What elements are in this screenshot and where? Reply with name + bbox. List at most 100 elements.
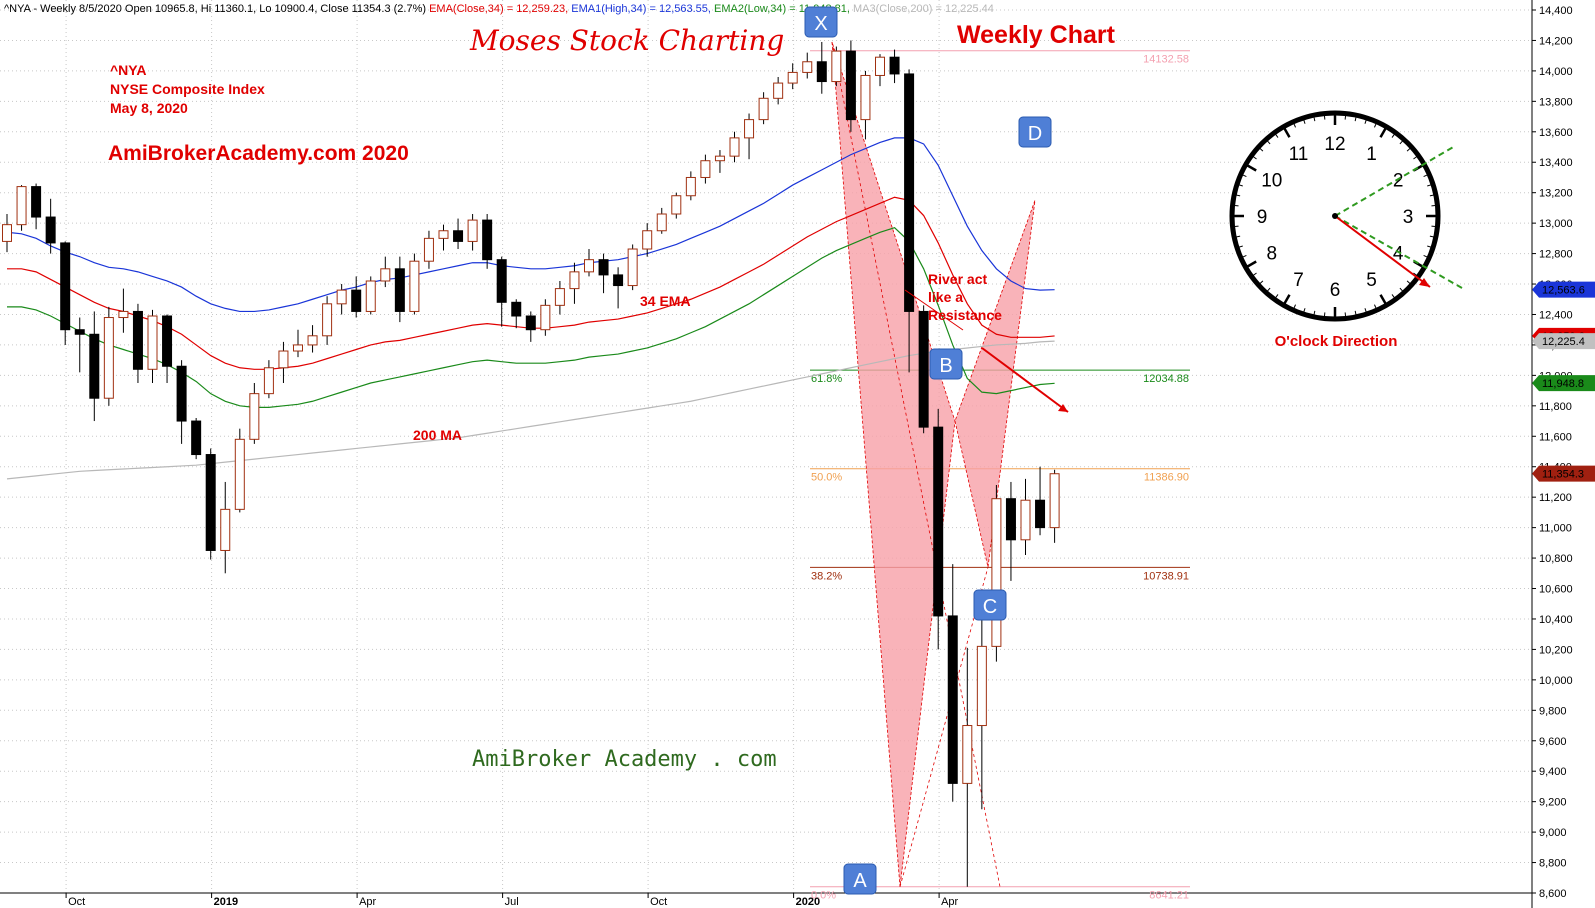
fib-percent-label: 61.8% [811, 373, 842, 385]
candle-body [176, 365, 187, 422]
x-tick-label: Oct [650, 896, 667, 908]
y-tick-label: 10,400 [1539, 614, 1573, 626]
svg-text:A: A [853, 870, 867, 892]
candle-body [962, 725, 973, 784]
candle-body [60, 242, 71, 331]
candle-body [904, 73, 915, 312]
candle-body [31, 186, 42, 218]
fib-percent-label: 50.0% [811, 472, 842, 484]
candle-body [453, 230, 464, 242]
clock-tick [1423, 254, 1428, 258]
y-tick-label: 10,600 [1539, 584, 1573, 596]
clock-tick [1373, 304, 1377, 309]
series-line [6, 137, 1055, 313]
pattern-triangle-xab [831, 41, 956, 887]
candle-body [438, 230, 449, 239]
clock-direction-line-down [1334, 215, 1463, 289]
clock-tick [1283, 294, 1291, 305]
clock-tick [1373, 123, 1377, 128]
y-tick-label: 11,200 [1539, 492, 1572, 504]
pattern-triangle-bcd [954, 200, 1036, 568]
candle-body [147, 315, 158, 370]
candle-body [889, 56, 900, 75]
y-tick-label: 11,600 [1539, 431, 1572, 443]
price-tag [1532, 375, 1595, 392]
clock-tick [1275, 133, 1279, 138]
clock-number: 8 [1266, 244, 1277, 265]
candle-body [89, 333, 100, 399]
svg-text:X: X [814, 13, 827, 35]
clock-number: 5 [1366, 270, 1377, 291]
fibonacci-levels: 14132.58 61.8% 12034.88 50.0% 11386.90 38.2% 1… [810, 50, 1190, 902]
clock-tick [1267, 140, 1271, 145]
clock-tick [1379, 127, 1387, 138]
point-d: D [1018, 116, 1052, 148]
price-tag-label: 11,354.3 [1542, 469, 1584, 481]
grid-lines [0, 0, 1532, 894]
clock-number: 1 [1366, 144, 1377, 165]
ticker-label: ^NYA [110, 62, 146, 78]
clock-tick [1275, 294, 1279, 299]
candle-body [45, 216, 56, 244]
y-tick-label: 14,400 [1539, 5, 1573, 17]
candle-body [380, 268, 391, 282]
candle-body [816, 61, 827, 83]
clock-tick [1252, 156, 1257, 160]
candle-body [118, 310, 129, 319]
clock-tick [1399, 287, 1403, 292]
x-tick-label: Oct [68, 896, 85, 908]
clock-tick [1313, 310, 1316, 315]
y-tick-label: 12,800 [1539, 249, 1573, 261]
river-label-line2: like a [928, 289, 963, 305]
clock-tick [1259, 280, 1264, 284]
candle-body [234, 438, 245, 510]
candle-body [525, 315, 536, 331]
candle-body [205, 454, 216, 551]
y-tick-label: 13,400 [1539, 157, 1573, 169]
point-a: A [843, 863, 877, 895]
candle-body [1035, 499, 1046, 529]
clock-number: 10 [1261, 171, 1282, 192]
watermark: AmiBroker Academy . com [472, 747, 777, 772]
price-tag-label: 12,225.4 [1542, 336, 1585, 348]
candle-body [613, 274, 624, 287]
candle-body [220, 508, 231, 551]
x-tick-label: Apr [359, 896, 376, 908]
candle-body [714, 155, 725, 162]
candle-body [744, 119, 755, 139]
candle-body [409, 260, 420, 312]
candle-body [2, 224, 12, 242]
y-tick-label: 9,000 [1539, 827, 1567, 839]
clock-number: 4 [1393, 244, 1404, 265]
ma200-label: 200 MA [413, 427, 462, 443]
y-tick-label: 9,600 [1539, 736, 1567, 748]
clock-tick [1236, 194, 1241, 197]
candle-body [627, 248, 638, 287]
candle-body [758, 97, 769, 121]
main-title: Weekly Chart [957, 21, 1116, 49]
clock-tick [1283, 127, 1291, 138]
candle-body [875, 56, 885, 76]
clock-number: 11 [1289, 144, 1309, 165]
candle-body [74, 329, 85, 335]
point-x: X [804, 6, 838, 38]
candle-body [336, 289, 347, 305]
candle-body [278, 350, 289, 369]
clock-number: 2 [1393, 171, 1404, 192]
y-tick-label: 8,800 [1539, 858, 1567, 870]
clock-caption: O'clock Direction [1275, 333, 1398, 350]
candle-body [394, 268, 405, 312]
river-label-line3: Resistance [928, 307, 1002, 323]
clock-red-arrowhead [1419, 278, 1430, 287]
clock-tick [1427, 245, 1432, 248]
price-tag [1532, 465, 1595, 482]
y-tick-label: 14,000 [1539, 66, 1573, 78]
candle-body [351, 289, 362, 312]
candle-body [423, 237, 434, 262]
candle-body [322, 303, 333, 337]
candle-body [802, 61, 813, 73]
y-tick-label: 12,400 [1539, 309, 1573, 321]
clock-direction-line-up [1334, 145, 1456, 217]
